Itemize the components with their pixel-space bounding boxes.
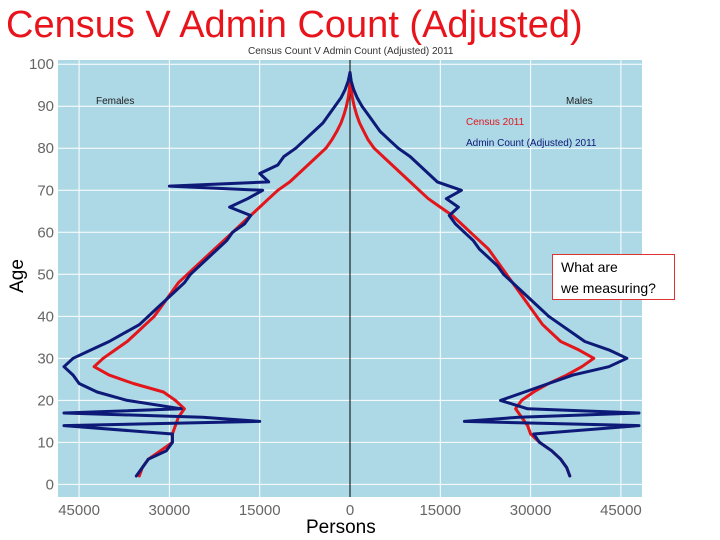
y-axis-label: Age [7, 259, 28, 293]
y-tick-label: 80 [37, 140, 54, 157]
x-axis-label: Persons [306, 517, 376, 538]
x-tick-label: 15000 [419, 502, 461, 519]
x-tick-label: 30000 [149, 502, 191, 519]
y-tick-label: 10 [37, 434, 54, 451]
y-tick-label: 70 [37, 182, 54, 199]
y-tick-label: 60 [37, 224, 54, 241]
x-tick-label: 30000 [510, 502, 552, 519]
y-tick-label: 0 [46, 476, 54, 493]
x-tick-label: 45000 [58, 502, 100, 519]
series-line-admin-males [348, 71, 641, 478]
y-tick-label: 90 [37, 98, 54, 115]
y-tick-label: 40 [37, 308, 54, 325]
x-tick-label: 45000 [600, 502, 642, 519]
legend-admin: Admin Count (Adjusted) 2011 [466, 138, 597, 149]
x-tick-label: 15000 [239, 502, 281, 519]
y-tick-label: 50 [37, 266, 54, 283]
annotation-females: Females [96, 96, 134, 107]
y-tick-label: 100 [29, 56, 54, 73]
series-line-census-males [348, 71, 596, 478]
legend-census: Census 2011 [466, 117, 525, 128]
y-tick-label: 30 [37, 350, 54, 367]
series-line-census-females [92, 71, 352, 478]
series-layer [62, 71, 641, 478]
slide-title: Census V Admin Count (Adjusted) [6, 4, 583, 46]
chart-title: Census Count V Admin Count (Adjusted) 20… [248, 46, 454, 57]
annotation-males: Males [566, 96, 593, 107]
y-tick-labels: 0 10 20 30 40 50 60 70 80 90 100 [29, 56, 54, 493]
series-line-admin-females [62, 71, 352, 478]
callout-box: What are we measuring? [552, 254, 675, 300]
x-tick-label: 0 [346, 502, 354, 519]
x-tick-labels: 45000 30000 15000 0 15000 30000 45000 [58, 502, 642, 519]
y-tick-label: 20 [37, 392, 54, 409]
